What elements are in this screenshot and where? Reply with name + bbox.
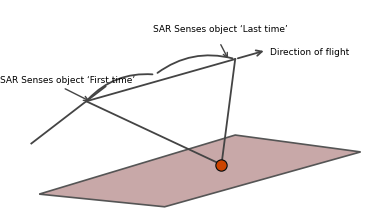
Text: SAR Senses object ‘Last time’: SAR Senses object ‘Last time’ [153,25,288,34]
Polygon shape [39,135,361,207]
Text: Direction of flight: Direction of flight [270,48,350,57]
Text: SAR Senses object ‘First time’: SAR Senses object ‘First time’ [0,76,135,85]
